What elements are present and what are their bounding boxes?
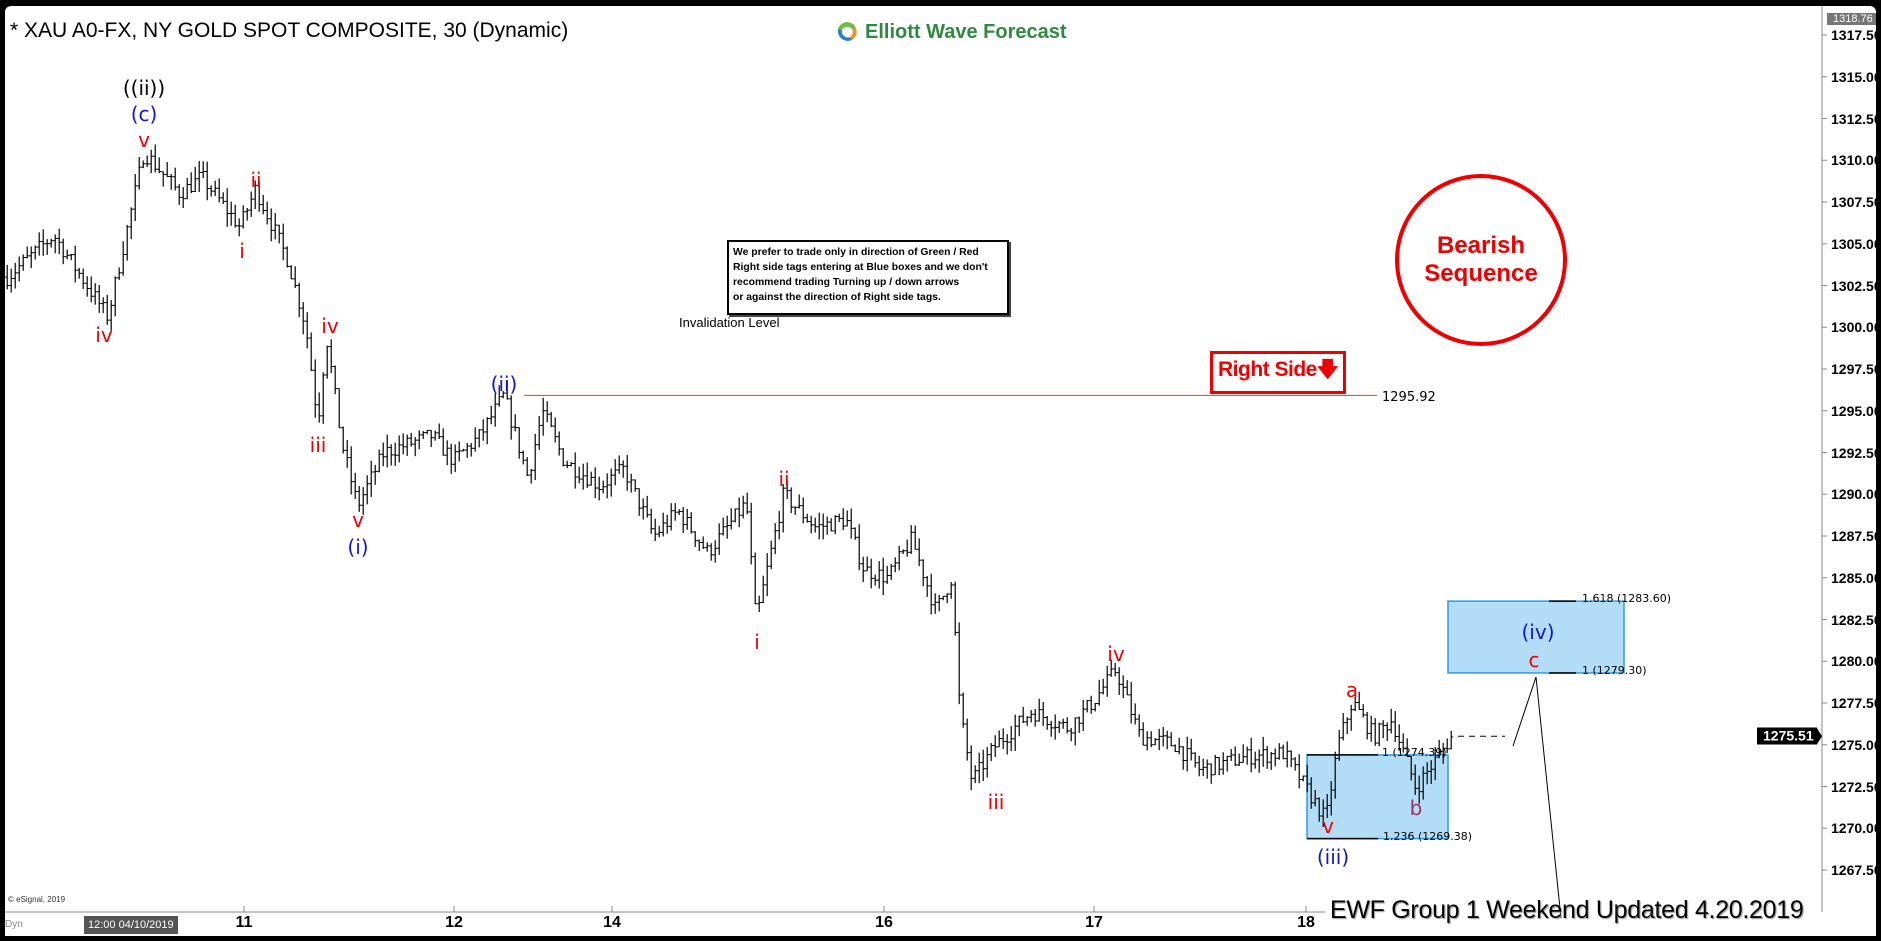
time-tick-label: 17 xyxy=(1085,914,1103,931)
bearish-sequence-badge: Bearish Sequence xyxy=(1395,174,1567,346)
wave-label: (iii) xyxy=(1316,845,1350,869)
blue-box xyxy=(1447,600,1625,674)
time-tick-label: 12 xyxy=(445,914,463,931)
badge-line: Sequence xyxy=(1424,260,1538,287)
price-tick-label: 1317.50 xyxy=(1831,27,1876,43)
trading-note: We prefer to trade only in direction of … xyxy=(727,240,1009,315)
price-tick-label: 1312.50 xyxy=(1831,110,1876,127)
wave-label: iv xyxy=(95,323,113,347)
price-tick-label: 1295.00 xyxy=(1831,402,1876,419)
last-price-marker: 1275.51 xyxy=(1757,727,1817,745)
projection-path xyxy=(1512,676,1562,919)
price-tick-label: 1307.50 xyxy=(1831,194,1876,210)
time-tick-label: 16 xyxy=(875,914,893,931)
price-tick-label: 1302.50 xyxy=(1831,277,1876,294)
time-tick-label: 18 xyxy=(1297,914,1315,931)
wave-label: v xyxy=(1322,814,1334,838)
price-tick-label: 1272.50 xyxy=(1831,778,1876,795)
right-side-tag: Right Side🡇 xyxy=(1210,351,1346,394)
price-tick-label: 1290.00 xyxy=(1831,486,1876,503)
chart-title: * XAU A0-FX, NY GOLD SPOT COMPOSITE, 30 … xyxy=(10,19,569,42)
logo-swirl-icon xyxy=(837,22,857,41)
price-tick-label: 1285.00 xyxy=(1831,569,1876,586)
price-tick-label: 1310.00 xyxy=(1831,152,1876,169)
badge-line: Bearish xyxy=(1436,232,1526,259)
invalidation-label: Invalidation Level xyxy=(679,315,780,330)
wave-label: (i) xyxy=(347,535,369,559)
wave-label: a xyxy=(1345,678,1359,702)
wave-label: (iv) xyxy=(1521,620,1555,644)
note-line: recommend trading Turning up / down arro… xyxy=(733,277,960,288)
dyn-mode[interactable]: Dyn xyxy=(5,919,23,930)
wave-label: ((ii)) xyxy=(122,76,166,100)
fib-label: 1 (1274.39) xyxy=(1382,746,1447,759)
wave-label: ii xyxy=(778,467,790,491)
wave-label: iii xyxy=(987,790,1005,814)
price-tick-label: 1300.00 xyxy=(1831,319,1876,336)
time-tick-label: 11 xyxy=(235,914,253,931)
wave-label: v xyxy=(352,508,364,532)
wave-label: (c) xyxy=(130,102,158,126)
fib-label: 1.236 (1269.38) xyxy=(1383,830,1473,843)
wave-label: i xyxy=(239,239,245,263)
price-tick-label: 1305.00 xyxy=(1831,235,1876,252)
right-side-label: Right Side xyxy=(1218,358,1317,381)
fib-label: 1.618 (1283.60) xyxy=(1582,592,1672,605)
wave-label: c xyxy=(1528,648,1540,672)
copyright: © eSignal, 2019 xyxy=(8,895,66,904)
wave-label: i xyxy=(754,630,760,654)
wave-label: ii xyxy=(250,168,262,192)
high-price-marker: 1318.76 xyxy=(1827,13,1876,25)
invalidation-price: 1295.92 xyxy=(1382,390,1436,405)
price-tick-label: 1297.50 xyxy=(1831,361,1876,377)
wave-label: v xyxy=(138,128,150,152)
price-tick-label: 1270.00 xyxy=(1831,820,1876,837)
update-text: EWF Group 1 Weekend Updated 4.20.2019 xyxy=(1330,896,1804,924)
price-tick-label: 1282.50 xyxy=(1831,611,1876,628)
price-tick-label: 1287.50 xyxy=(1831,528,1876,544)
note-line: or against the direction of Right side t… xyxy=(733,292,941,303)
price-chart[interactable] xyxy=(5,6,1876,936)
last-price-pointer xyxy=(1817,728,1822,745)
price-tick-label: 1275.00 xyxy=(1831,736,1876,753)
cursor-time: 12:00 04/10/2019 xyxy=(84,916,178,934)
chart-window: * XAU A0-FX, NY GOLD SPOT COMPOSITE, 30 … xyxy=(5,6,1876,936)
price-tick-label: 1280.00 xyxy=(1831,653,1876,670)
time-tick-label: 14 xyxy=(603,914,621,931)
wave-label: iv xyxy=(1107,642,1125,666)
wave-label: iv xyxy=(321,314,339,338)
note-line: We prefer to trade only in direction of … xyxy=(733,247,979,258)
price-tick-label: 1267.50 xyxy=(1831,862,1876,878)
logo-text: Elliott Wave Forecast xyxy=(865,20,1067,43)
wave-label: b xyxy=(1409,796,1423,820)
wave-label: iii xyxy=(309,433,327,457)
note-line: Right side tags entering at Blue boxes a… xyxy=(733,262,988,273)
ewf-logo: Elliott Wave Forecast xyxy=(835,20,1067,44)
price-tick-label: 1277.50 xyxy=(1831,695,1876,711)
price-tick-label: 1315.00 xyxy=(1831,68,1876,85)
blue-box xyxy=(1306,754,1449,840)
wave-label: (ii) xyxy=(490,372,518,396)
price-tick-label: 1292.50 xyxy=(1831,444,1876,461)
arrow-down-icon: 🡇 xyxy=(1316,358,1339,381)
fib-label: 1 (1279.30) xyxy=(1582,664,1647,677)
